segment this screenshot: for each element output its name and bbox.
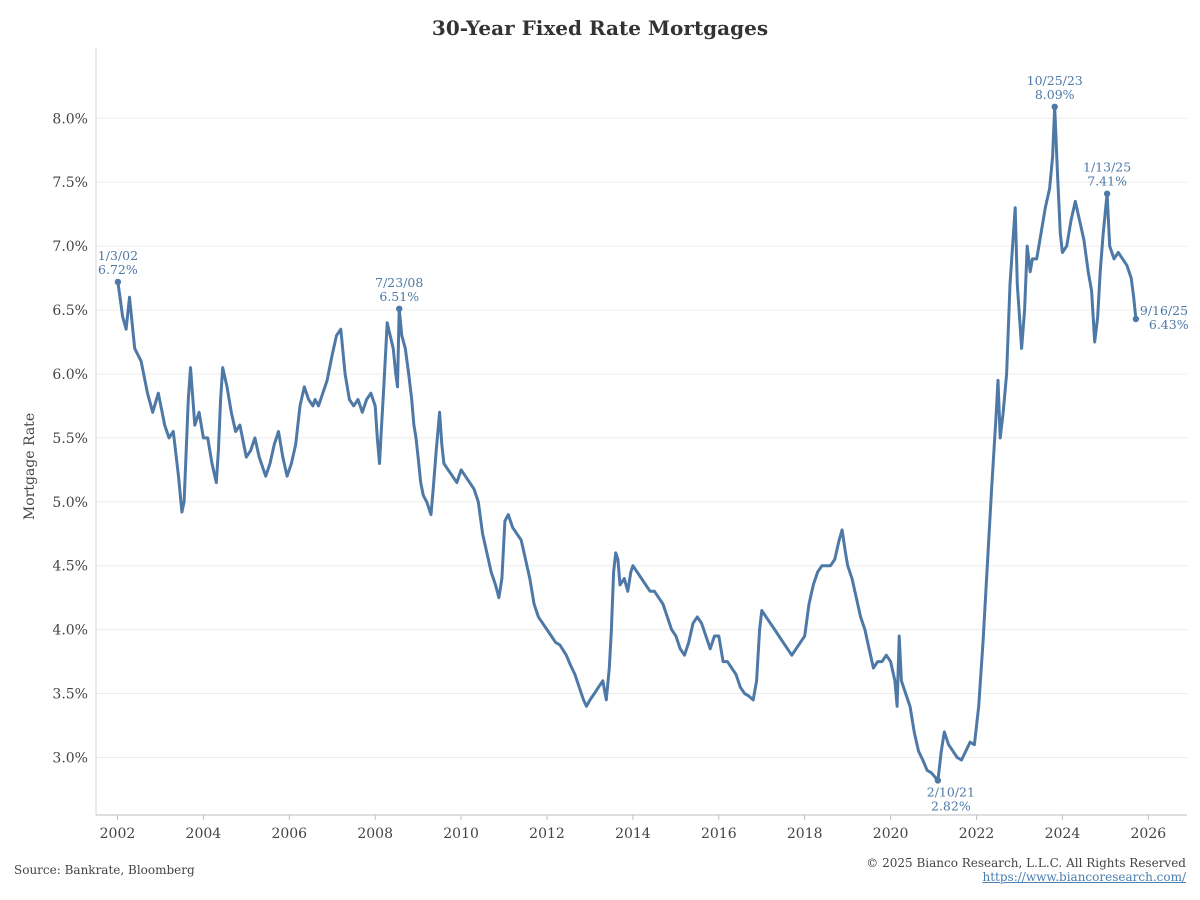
annotation-date: 10/25/23 <box>1027 73 1083 88</box>
annotation-point <box>934 777 942 784</box>
chart-title: 30-Year Fixed Rate Mortgages <box>431 16 769 40</box>
annotation-point <box>396 305 403 312</box>
annotation-value: 2.82% <box>931 798 971 813</box>
annotation-date: 2/10/21 <box>927 784 975 799</box>
annotation-value: 7.41% <box>1087 174 1127 189</box>
source-note: Source: Bankrate, Bloomberg <box>14 863 195 877</box>
x-tick-label: 2020 <box>873 826 909 842</box>
annotation-date: 1/13/25 <box>1083 160 1131 175</box>
y-tick-label: 8.0% <box>52 111 88 127</box>
gridlines <box>96 117 1187 758</box>
annotation-value: 6.43% <box>1149 317 1189 332</box>
x-tick-label: 2024 <box>1045 826 1081 842</box>
copyright-text: © 2025 Bianco Research, L.L.C. All Right… <box>866 856 1186 870</box>
x-tick-label: 2012 <box>529 826 565 842</box>
annotation-date: 9/16/25 <box>1140 303 1188 318</box>
copyright-block: © 2025 Bianco Research, L.L.C. All Right… <box>866 856 1186 884</box>
website-link[interactable]: https://www.biancoresearch.com/ <box>982 870 1186 884</box>
annotation-value: 8.09% <box>1035 87 1075 102</box>
y-tick-label: 5.5% <box>52 431 88 447</box>
y-tick-label: 5.0% <box>52 495 88 511</box>
annotation-point <box>1132 315 1140 323</box>
annotation-value: 6.72% <box>98 262 138 277</box>
annotation-point <box>114 278 122 286</box>
annotations: 1/3/026.72% 7/23/086.51% 2/10/212.82% 10/25… <box>98 73 1189 814</box>
y-tick-label: 3.0% <box>52 750 88 766</box>
x-tick-label: 2014 <box>615 826 651 842</box>
y-tick-label: 6.0% <box>52 367 88 383</box>
annotation-date: 1/3/02 <box>98 248 138 263</box>
annotation-point <box>1051 103 1058 111</box>
annotation-value: 6.51% <box>379 289 419 304</box>
y-tick-label: 7.0% <box>52 239 88 255</box>
annotation-date: 7/23/08 <box>375 275 423 290</box>
x-tick-label: 2006 <box>271 826 307 842</box>
y-tick-label: 4.0% <box>52 623 88 639</box>
y-axis-title: Mortgage Rate <box>22 413 38 520</box>
y-tick-label: 6.5% <box>52 303 88 319</box>
x-tick-label: 2022 <box>959 826 995 842</box>
series-line-mortgage-rate <box>116 105 1138 782</box>
x-tick-label: 2008 <box>357 826 393 842</box>
x-tick-label: 2010 <box>443 826 479 842</box>
x-tick-label: 2002 <box>100 826 136 842</box>
annotation-point <box>1103 190 1111 197</box>
x-tick-label: 2016 <box>701 826 737 842</box>
y-tick-label: 3.5% <box>52 687 88 703</box>
axes: 3.0% 3.5% 4.0% 4.5% 5.0% 5.5% 6.0% 6.5% 7.0% 7.5%… <box>22 48 1187 842</box>
y-tick-label: 4.5% <box>52 559 88 575</box>
x-tick-label: 2004 <box>186 826 222 842</box>
x-tick-label: 2018 <box>787 826 823 842</box>
y-tick-label: 7.5% <box>52 175 88 191</box>
series-layer <box>116 105 1138 782</box>
x-tick-label: 2026 <box>1131 826 1167 842</box>
